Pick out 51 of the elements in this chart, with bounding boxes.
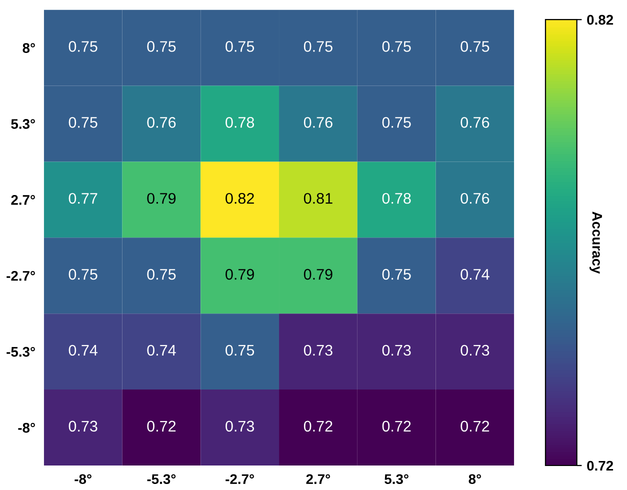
data-label: 0.75 xyxy=(304,41,332,52)
x-tick-label: -8° xyxy=(74,474,92,484)
y-tick-label: 2.7° xyxy=(11,195,35,205)
x-tick-label: 2.7° xyxy=(306,474,330,484)
data-label: 0.73 xyxy=(68,420,98,432)
data-label: 0.74 xyxy=(147,344,176,356)
data-label: 0.73 xyxy=(382,344,411,356)
data-label: 0.72 xyxy=(304,420,332,432)
data-label: 0.73 xyxy=(460,344,490,356)
data-label: 0.74 xyxy=(460,268,490,280)
y-tick-label: -2.7° xyxy=(6,270,35,281)
data-label: 0.76 xyxy=(460,192,490,204)
data-label: 0.76 xyxy=(147,117,176,128)
data-label: 0.76 xyxy=(304,117,332,128)
data-label: 0.75 xyxy=(226,344,254,356)
x-tick-label: -5.3° xyxy=(147,474,176,484)
data-label: 0.79 xyxy=(226,268,254,280)
data-label: 0.75 xyxy=(460,41,490,52)
color-bar-label: 0.72 xyxy=(587,460,614,471)
data-label: 0.72 xyxy=(147,420,176,432)
data-label: 0.73 xyxy=(304,344,332,356)
x-tick-label: 5.3° xyxy=(384,474,408,484)
data-label: 0.78 xyxy=(382,192,411,204)
data-label: 0.75 xyxy=(147,41,176,52)
y-tick-label: 5.3° xyxy=(11,119,35,129)
data-label: 0.74 xyxy=(68,344,98,356)
x-tick-label: -2.7° xyxy=(226,474,254,484)
data-label: 0.82 xyxy=(226,192,254,204)
y-tick-label: -5.3° xyxy=(6,346,35,357)
data-label: 0.73 xyxy=(226,420,254,432)
y-tick-label: -8° xyxy=(18,422,35,433)
data-label: 0.75 xyxy=(382,268,411,280)
data-label: 0.81 xyxy=(304,192,332,204)
data-label: 0.75 xyxy=(68,41,98,52)
color-bar-label: 0.82 xyxy=(587,14,614,25)
data-label: 0.79 xyxy=(147,192,176,204)
data-label: 0.75 xyxy=(68,268,98,280)
y-tick-label: 8° xyxy=(22,43,35,53)
data-label: 0.75 xyxy=(226,41,254,52)
data-label: 0.72 xyxy=(460,420,490,432)
data-label: 0.78 xyxy=(226,117,254,128)
data-label: 0.77 xyxy=(68,192,98,204)
data-label: 0.75 xyxy=(382,117,411,128)
data-label: 0.75 xyxy=(382,41,411,52)
data-label: 0.72 xyxy=(382,420,411,432)
data-label: 0.75 xyxy=(147,268,176,280)
data-label: 0.75 xyxy=(68,117,98,128)
x-tick-label: 8° xyxy=(468,474,481,484)
data-label: 0.79 xyxy=(304,268,332,280)
color-bar-title: Accuracy xyxy=(590,212,602,274)
data-label: 0.76 xyxy=(460,117,490,128)
